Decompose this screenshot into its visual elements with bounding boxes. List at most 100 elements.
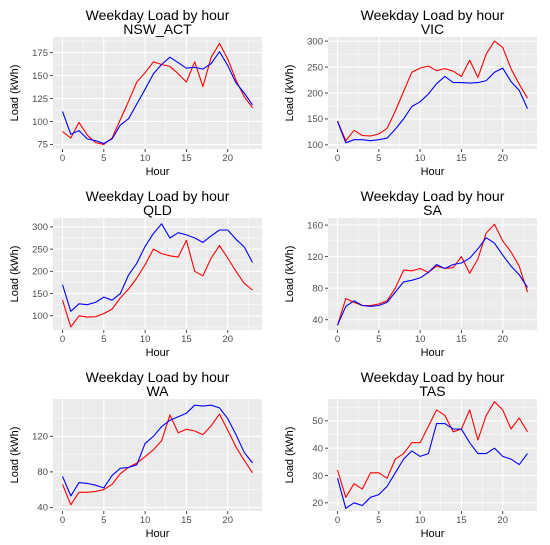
x-tick-label: 10 bbox=[140, 153, 151, 164]
blue-series-line bbox=[61, 51, 253, 145]
chart-panel: 0 5 10 15 20 20 30 40 50 Weekday Load by hour TAS H… bbox=[275, 362, 550, 543]
y-tick-label: 250 bbox=[307, 62, 323, 73]
chart-subtitle: VIC bbox=[421, 21, 444, 37]
chart-subtitle: TAS bbox=[419, 383, 445, 399]
blue-series-line bbox=[61, 404, 253, 497]
blue-series-line bbox=[336, 237, 528, 326]
y-tick-label: 200 bbox=[307, 88, 323, 99]
x-tick-label: 10 bbox=[415, 153, 426, 164]
plot-background bbox=[328, 218, 537, 330]
x-tick-label: 0 bbox=[335, 334, 340, 345]
x-axis-label: Hour bbox=[146, 166, 170, 178]
y-axis-label: Load (kWh) bbox=[9, 65, 21, 122]
plot-background bbox=[53, 37, 262, 149]
x-tick-label: 0 bbox=[60, 334, 65, 345]
red-series-line bbox=[61, 413, 253, 506]
y-tick-label: 40 bbox=[312, 443, 323, 454]
x-tick-label: 0 bbox=[60, 153, 65, 164]
red-series-line bbox=[336, 401, 528, 498]
y-tick-label: 150 bbox=[32, 289, 48, 300]
x-tick-label: 20 bbox=[222, 153, 233, 164]
y-tick-label: 125 bbox=[32, 94, 48, 105]
red-series-line bbox=[62, 42, 253, 145]
x-tick-label: 15 bbox=[456, 515, 467, 526]
x-tick-label: 5 bbox=[376, 153, 381, 164]
y-tick-label: 300 bbox=[32, 222, 48, 233]
blue-series-line bbox=[336, 67, 529, 144]
x-tick-label: 20 bbox=[497, 153, 508, 164]
chart-svg: 0 5 10 15 20 75 100 125 150 175 Weekday Load by ho… bbox=[9, 7, 262, 178]
x-tick-label: 10 bbox=[415, 334, 426, 345]
y-tick-label: 75 bbox=[37, 140, 48, 151]
y-axis-label: Load (kWh) bbox=[284, 246, 296, 303]
y-tick-label: 120 bbox=[32, 432, 48, 443]
blue-series-line bbox=[336, 423, 528, 509]
y-tick-label: 80 bbox=[312, 283, 323, 294]
y-axis-label: Load (kWh) bbox=[9, 246, 21, 303]
red-series-line bbox=[336, 223, 529, 326]
chart-panel: 0 5 10 15 20 100 150 200 250 300 Weekday Load by h… bbox=[275, 0, 550, 181]
y-axis-label: Load (kWh) bbox=[9, 427, 21, 484]
x-axis-label: Hour bbox=[146, 528, 170, 540]
chart-panel: 0 5 10 15 20 100 150 200 250 300 Weekday Load by h… bbox=[0, 181, 275, 362]
y-tick-label: 100 bbox=[307, 140, 323, 151]
x-tick-label: 20 bbox=[497, 515, 508, 526]
y-tick-label: 30 bbox=[312, 471, 323, 482]
x-tick-label: 0 bbox=[335, 153, 340, 164]
chart-svg: 0 5 10 15 20 40 80 120 160 Weekday Load by hourSA… bbox=[284, 188, 537, 359]
y-tick-label: 40 bbox=[37, 503, 48, 514]
x-tick-label: 0 bbox=[335, 515, 340, 526]
y-tick-label: 200 bbox=[32, 267, 48, 278]
x-tick-label: 0 bbox=[60, 515, 65, 526]
y-axis-label: Load (kWh) bbox=[284, 65, 296, 122]
y-axis-label: Load (kWh) bbox=[284, 427, 296, 484]
y-tick-label: 100 bbox=[32, 117, 48, 128]
y-tick-label: 160 bbox=[307, 220, 323, 231]
x-tick-label: 15 bbox=[181, 334, 192, 345]
x-tick-label: 20 bbox=[497, 334, 508, 345]
chart-title: Weekday Load by hour bbox=[86, 7, 230, 23]
chart-panel: 0 5 10 15 20 75 100 125 150 175 Weekday Load by ho… bbox=[0, 0, 275, 181]
x-tick-label: 10 bbox=[415, 515, 426, 526]
chart-title: Weekday Load by hour bbox=[86, 369, 230, 385]
x-axis-label: Hour bbox=[146, 347, 170, 359]
y-tick-label: 50 bbox=[312, 416, 323, 427]
chart-subtitle: SA bbox=[423, 202, 442, 218]
y-tick-label: 150 bbox=[307, 114, 323, 125]
plot-background bbox=[53, 218, 262, 330]
x-tick-label: 5 bbox=[376, 334, 381, 345]
chart-title: Weekday Load by hour bbox=[361, 188, 505, 204]
x-axis-label: Hour bbox=[421, 347, 445, 359]
chart-subtitle: NSW_ACT bbox=[123, 21, 192, 37]
x-tick-label: 10 bbox=[140, 334, 151, 345]
chart-title: Weekday Load by hour bbox=[361, 7, 505, 23]
x-tick-label: 15 bbox=[456, 153, 467, 164]
x-axis-label: Hour bbox=[421, 528, 445, 540]
y-tick-label: 100 bbox=[32, 311, 48, 322]
chart-subtitle: WA bbox=[146, 383, 169, 399]
chart-subtitle: QLD bbox=[143, 202, 172, 218]
y-tick-label: 150 bbox=[32, 71, 48, 82]
plot-background bbox=[53, 399, 262, 511]
x-tick-label: 15 bbox=[181, 515, 192, 526]
chart-title: Weekday Load by hour bbox=[361, 369, 505, 385]
y-tick-label: 40 bbox=[312, 315, 323, 326]
x-tick-label: 5 bbox=[101, 153, 106, 164]
x-tick-label: 5 bbox=[101, 515, 106, 526]
y-tick-label: 250 bbox=[32, 244, 48, 255]
y-tick-label: 120 bbox=[307, 252, 323, 263]
x-tick-label: 5 bbox=[376, 515, 381, 526]
chart-svg: 0 5 10 15 20 100 150 200 250 300 Weekday Load by h… bbox=[9, 188, 262, 359]
chart-panel: 0 5 10 15 20 40 80 120 Weekday Load by hour WA Hou… bbox=[0, 362, 275, 543]
x-tick-label: 15 bbox=[456, 334, 467, 345]
y-tick-label: 300 bbox=[307, 36, 323, 47]
x-tick-label: 20 bbox=[222, 334, 233, 345]
red-series-line bbox=[336, 40, 528, 142]
x-axis-label: Hour bbox=[421, 166, 445, 178]
red-series-line bbox=[61, 239, 253, 328]
x-tick-label: 5 bbox=[101, 334, 106, 345]
x-tick-label: 15 bbox=[181, 153, 192, 164]
